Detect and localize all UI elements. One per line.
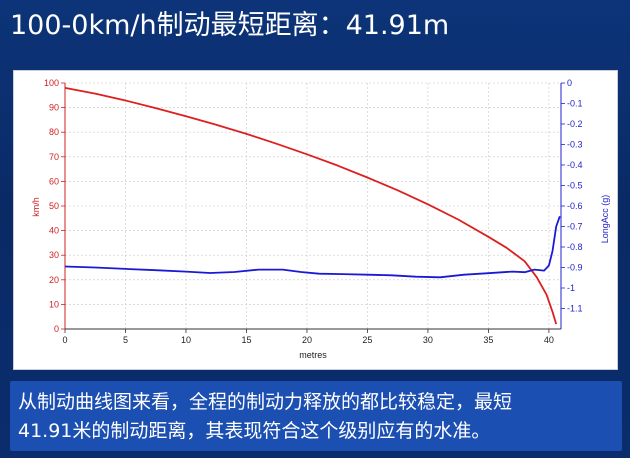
right-tick-label: -0.5 <box>567 181 583 191</box>
caption-line-2: 41.91米的制动距离，其表现符合这个级别应有的水准。 <box>18 420 491 442</box>
x-tick-label: 35 <box>483 335 493 345</box>
left-tick-label: 90 <box>49 103 59 113</box>
x-tick-label: 20 <box>302 335 312 345</box>
accel-series-line <box>64 216 561 279</box>
x-tick-label: 40 <box>544 335 554 345</box>
chart-frame: 0 5 10 15 20 25 30 35 40 0 10 20 30 40 50 60 70 80 90 100 0 -… <box>13 70 618 370</box>
x-tick-label: 10 <box>181 335 191 345</box>
right-tick-label: 0 <box>567 78 572 88</box>
caption-box: 从制动曲线图来看，全程的制动力释放的都比较稳定，最短 41.91米的制动距离，其… <box>10 381 622 451</box>
right-tick-label: -0.9 <box>567 263 583 273</box>
speed-series-line <box>64 87 558 325</box>
right-axis-label: LongAcc (g) <box>600 195 610 244</box>
right-tick-label: -0.8 <box>567 242 583 252</box>
page-title: 100-0km/h制动最短距离：41.91m <box>10 10 450 41</box>
right-tick-label: -1.1 <box>567 304 583 314</box>
x-tick-label: 30 <box>423 335 433 345</box>
left-tick-label: 0 <box>54 324 59 334</box>
right-tick-label: -0.7 <box>567 222 583 232</box>
right-tick-label: -0.1 <box>567 99 583 109</box>
right-tick-label: -0.3 <box>567 140 583 150</box>
right-tick-label: -0.4 <box>567 160 583 170</box>
left-tick-label: 70 <box>49 152 59 162</box>
left-tick-label: 80 <box>49 127 59 137</box>
x-tick-label: 15 <box>241 335 251 345</box>
x-tick-label: 25 <box>362 335 372 345</box>
braking-chart: 0 5 10 15 20 25 30 35 40 0 10 20 30 40 50 60 70 80 90 100 0 -… <box>31 78 610 360</box>
x-axis-label: metres <box>299 350 327 360</box>
series-layer <box>64 87 561 325</box>
left-tick-label: 100 <box>44 78 59 88</box>
left-tick-label: 20 <box>49 275 59 285</box>
axes-layer: 0 5 10 15 20 25 30 35 40 0 10 20 30 40 50 60 70 80 90 100 0 -… <box>44 78 583 345</box>
left-tick-label: 10 <box>49 299 59 309</box>
x-tick-label: 0 <box>62 335 67 345</box>
x-tick-label: 5 <box>123 335 128 345</box>
left-tick-label: 30 <box>49 250 59 260</box>
right-tick-label: -1 <box>567 283 575 293</box>
left-tick-label: 50 <box>49 201 59 211</box>
left-tick-label: 60 <box>49 176 59 186</box>
right-tick-label: -0.2 <box>567 119 583 129</box>
grid-layer <box>64 82 561 330</box>
right-tick-label: -0.6 <box>567 201 583 211</box>
caption-line-1: 从制动曲线图来看，全程的制动力释放的都比较稳定，最短 <box>18 391 513 413</box>
left-tick-label: 40 <box>49 226 59 236</box>
left-axis-label: km/h <box>31 197 41 217</box>
